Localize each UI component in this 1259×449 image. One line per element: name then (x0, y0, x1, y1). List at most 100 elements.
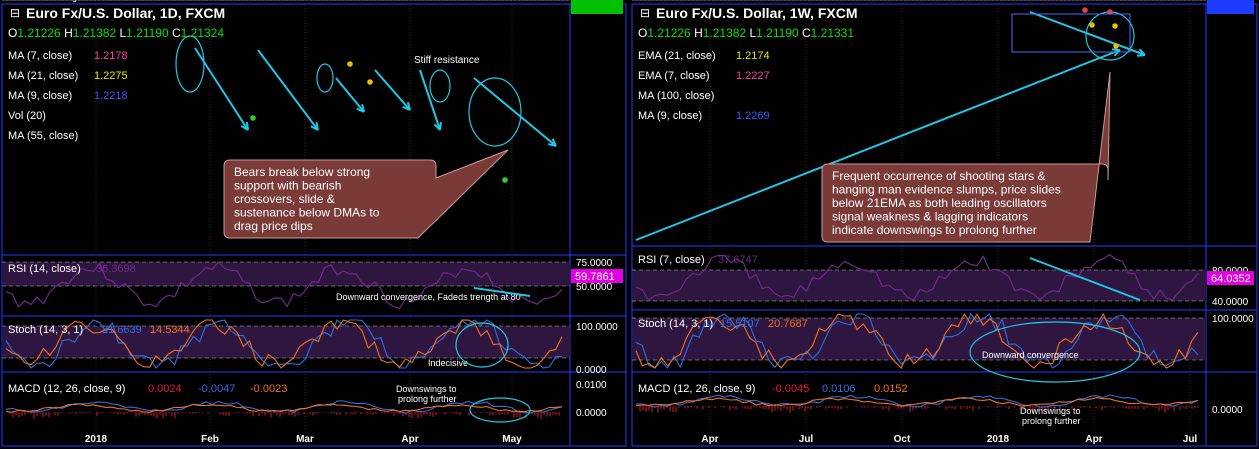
callout-text: below 21EMA as both leading oscillators (832, 196, 1047, 210)
price-tag (571, 0, 623, 14)
macd-tick-label: 0.0000 (1212, 405, 1243, 416)
trend-arrow (419, 69, 441, 131)
callout-text: support with bearish (234, 179, 341, 193)
highlight-ellipse (429, 69, 451, 103)
ohlc-key: O (638, 26, 647, 40)
legend-entry: EMA (21, close) (638, 50, 716, 62)
legend-value: 1.2218 (94, 90, 128, 102)
callout-text: crossovers, slide & (234, 192, 335, 206)
legend-entry: MA (9, close) (638, 110, 702, 122)
rsi-tick-label: 50.0000 (576, 282, 613, 293)
legend-entry: MA (9, close) (8, 90, 72, 102)
trend-arrow (194, 47, 249, 131)
x-tick-label: 2018 (987, 434, 1010, 445)
macd-signal-line (5, 403, 563, 413)
rsi-line (635, 253, 1199, 302)
macd-tick-label: 0.0100 (576, 380, 607, 391)
macd-signal-line (635, 397, 1199, 407)
legend-entry: Vol (20) (8, 110, 46, 122)
macd-tick-label: 0.0000 (576, 408, 607, 419)
callout-text: drag price dips (234, 219, 313, 233)
x-tick-label: Oct (894, 434, 911, 445)
stoch-highlight-ellipse (969, 321, 1141, 383)
x-tick-label: Apr (1085, 434, 1102, 445)
signal-dot (1089, 22, 1095, 28)
macd-note: Downswings to (396, 384, 457, 394)
highlight-ellipse (316, 63, 334, 93)
ohlc-value: 1.21190 (126, 26, 172, 40)
oscillator-band (3, 326, 570, 358)
ohlc-key: C (172, 26, 181, 40)
rsi-tick-label: 75.0000 (576, 258, 613, 269)
highlight-box (1011, 13, 1131, 53)
legend-entry: EMA (7, close) (638, 70, 710, 82)
legend-entry: MA (7, close) (8, 50, 72, 62)
macd-highlight-ellipse (469, 397, 531, 423)
rsi-trend-arrow (1029, 257, 1141, 301)
callout-text: signal weakness & lagging indicators (832, 210, 1028, 224)
panel-frame (1, 3, 627, 447)
chart-panel-0: 2018FebMarAprMay1.260001.240001.200001.1… (1, 0, 627, 447)
callout-text: Bears break below strong (234, 165, 370, 179)
macd-value-3: -0.0023 (250, 383, 287, 395)
rsi-line (5, 261, 563, 310)
ohlc-key: L (749, 26, 756, 40)
x-tick-label: 2018 (85, 434, 108, 445)
macd-value-1: -0.0045 (772, 383, 809, 395)
rsi-label: RSI (14, close) (8, 263, 81, 275)
stoch-tick-label: 100.0000 (576, 322, 618, 333)
callout-text: indicate downswings to prolong further (832, 223, 1037, 237)
rsi-note: Downward convergence, Fadeds trength at … (336, 292, 521, 302)
signal-dot (347, 61, 353, 67)
rsi-label: RSI (7, close) (638, 254, 705, 266)
x-tick-label: Mar (296, 434, 314, 445)
legend-value: 1.2269 (736, 110, 770, 122)
highlight-ellipse (175, 35, 205, 93)
stoch-k-value: 15.5107 (720, 318, 760, 330)
price-tag-label: 1.21324 (575, 0, 615, 3)
stoch-highlight-ellipse (455, 322, 509, 368)
x-tick-label: Feb (201, 434, 219, 445)
ohlc-key: C (802, 26, 811, 40)
x-tick-label: May (502, 434, 522, 445)
oscillator-band (633, 318, 1206, 360)
signal-dot (367, 79, 373, 85)
highlight-ellipse (468, 77, 522, 147)
stoch-k-line (635, 312, 1199, 369)
legend-value: 1.2275 (94, 70, 128, 82)
stoch-d-line (635, 312, 1199, 369)
trend-arrow (374, 69, 411, 111)
legend-value: 1.2227 (736, 70, 770, 82)
chart-title: Euro Fx/U.S. Dollar, 1D, FXCM (26, 5, 225, 21)
rsi-tag-label: 64.0352 (1211, 273, 1251, 285)
ohlc-key: O (8, 26, 17, 40)
collapse-icon: ⊟ (10, 6, 20, 20)
rsi-tag-label: 59.7861 (575, 271, 615, 283)
stoch-label: Stoch (14, 3, 1) (638, 318, 713, 330)
callout-text: hanging man evidence slumps, price slide… (832, 183, 1061, 197)
rsi-value: 37.6747 (718, 254, 758, 266)
callout-box (223, 149, 509, 239)
stoch-k-value: 21.6639 (102, 324, 142, 336)
stoch-d-line (5, 319, 563, 369)
price-tag (1207, 0, 1254, 14)
trend-arrow-head (240, 121, 249, 131)
ohlc-readout: O1.21226 H1.21382 L1.21190 C1.21331 (638, 26, 854, 40)
callout-text: Frequent occurrence of shooting stars & (832, 169, 1045, 183)
ohlc-key: H (64, 26, 73, 40)
stoch-k-line (5, 319, 563, 369)
rsi-trend-arrow (473, 287, 531, 297)
rsi-tag (571, 269, 623, 283)
ohlc-value: 1.21190 (756, 26, 802, 40)
rsi-value: 36.3698 (96, 263, 136, 275)
trend-arrow-head (356, 103, 365, 113)
macd-value-1: 0.0024 (148, 383, 182, 395)
rsi-tick-label: 40.0000 (1212, 297, 1249, 308)
stoch-tick-label: 100.0000 (1212, 314, 1254, 325)
oscillator-band (633, 270, 1206, 301)
trend-arrow-head (402, 102, 411, 111)
trend-arrow-head (547, 138, 557, 147)
x-tick-label: Apr (401, 434, 418, 445)
chart-title: Euro Fx/U.S. Dollar, 1W, FXCM (656, 5, 857, 21)
